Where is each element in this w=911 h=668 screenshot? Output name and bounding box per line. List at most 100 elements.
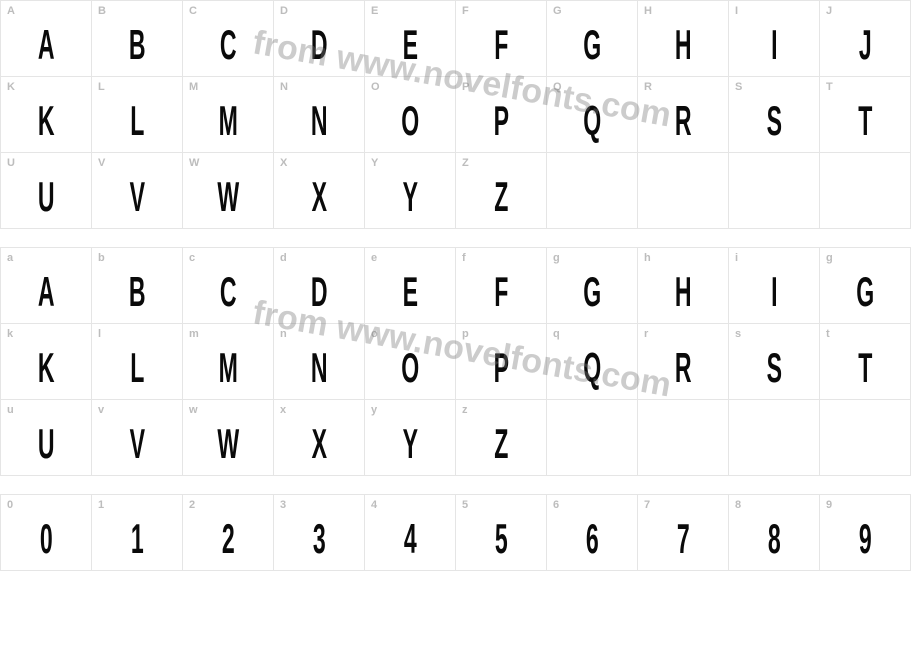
glyph-cell-3: 33 [274,495,365,571]
cell-glyph: M [219,344,238,392]
glyph-cell-5: 55 [456,495,547,571]
cell-label: M [189,81,198,93]
cell-label: o [371,328,378,340]
cell-glyph: U [38,420,54,468]
glyph-cell-Z: ZZ [456,153,547,229]
cell-label: m [189,328,199,340]
glyph-cell-t: tT [820,324,911,400]
glyph-cell-g: gG [820,248,911,324]
cell-glyph: D [311,21,327,69]
cell-label: v [98,404,104,416]
cell-glyph: X [312,173,327,221]
cell-label: 4 [371,499,377,511]
cell-label: p [462,328,469,340]
glyph-cell-G: GG [547,1,638,77]
glyph-cell-J: JJ [820,1,911,77]
glyph-cell-x: xX [274,400,365,476]
glyph-cell-l: lL [92,324,183,400]
cell-label: f [462,252,466,264]
cell-glyph: A [38,21,54,69]
cell-glyph: 7 [677,515,689,563]
empty-cell [638,400,729,476]
cell-label: Y [371,157,378,169]
cell-glyph: 0 [40,515,52,563]
glyph-cell-k: kK [1,324,92,400]
cell-label: V [98,157,105,169]
cell-glyph: 2 [222,515,234,563]
cell-label: l [98,328,101,340]
cell-glyph: Y [403,420,418,468]
cell-glyph: 1 [131,515,143,563]
cell-label: Q [553,81,562,93]
glyph-cell-m: mM [183,324,274,400]
cell-label: g [553,252,560,264]
cell-glyph: L [130,344,144,392]
cell-glyph: V [130,173,145,221]
cell-glyph: Q [583,97,600,145]
cell-label: D [280,5,288,17]
cell-glyph: Z [494,173,508,221]
cell-glyph: 8 [768,515,780,563]
cell-glyph: D [311,268,327,316]
glyph-cell-I: II [729,1,820,77]
cell-glyph: C [220,21,236,69]
cell-label: i [735,252,738,264]
cell-glyph: S [767,344,782,392]
cell-glyph: Z [494,420,508,468]
cell-glyph: T [858,344,872,392]
glyph-cell-d: dD [274,248,365,324]
glyph-cell-r: rR [638,324,729,400]
glyph-cell-T: TT [820,77,911,153]
cell-label: 6 [553,499,559,511]
cell-label: A [7,5,15,17]
glyph-cell-V: VV [92,153,183,229]
glyph-cell-F: FF [456,1,547,77]
glyph-cell-a: aA [1,248,92,324]
cell-label: O [371,81,380,93]
glyph-cell-D: DD [274,1,365,77]
cell-label: 9 [826,499,832,511]
cell-glyph: F [494,21,508,69]
cell-label: T [826,81,833,93]
cell-label: u [7,404,14,416]
cell-glyph: S [767,97,782,145]
glyph-cell-O: OO [365,77,456,153]
glyph-cell-h: hH [638,248,729,324]
cell-label: 2 [189,499,195,511]
glyph-cell-v: vV [92,400,183,476]
glyph-cell-2: 22 [183,495,274,571]
cell-label: J [826,5,832,17]
uppercase-grid: AABBCCDDEEFFGGHHIIJJKKLLMMNNOOPPQQRRSSTT… [0,0,911,229]
cell-label: R [644,81,652,93]
empty-cell [638,153,729,229]
cell-glyph: R [675,344,691,392]
glyph-cell-E: EE [365,1,456,77]
cell-label: N [280,81,288,93]
glyph-cell-M: MM [183,77,274,153]
glyph-cell-i: iI [729,248,820,324]
empty-cell [547,400,638,476]
cell-glyph: N [311,344,327,392]
cell-label: z [462,404,468,416]
cell-label: P [462,81,469,93]
cell-label: a [7,252,13,264]
cell-glyph: F [494,268,508,316]
glyph-cell-N: NN [274,77,365,153]
glyph-cell-p: pP [456,324,547,400]
glyph-cell-1: 11 [92,495,183,571]
cell-glyph: E [403,268,418,316]
cell-label: h [644,252,651,264]
glyph-cell-u: uU [1,400,92,476]
cell-label: W [189,157,199,169]
cell-label: C [189,5,197,17]
cell-label: U [7,157,15,169]
cell-label: r [644,328,648,340]
cell-glyph: W [217,420,238,468]
cell-glyph: I [771,21,777,69]
cell-label: c [189,252,195,264]
font-chart: AABBCCDDEEFFGGHHIIJJKKLLMMNNOOPPQQRRSSTT… [0,0,911,571]
glyph-cell-0: 00 [1,495,92,571]
cell-label: S [735,81,742,93]
cell-label: B [98,5,106,17]
empty-cell [729,400,820,476]
